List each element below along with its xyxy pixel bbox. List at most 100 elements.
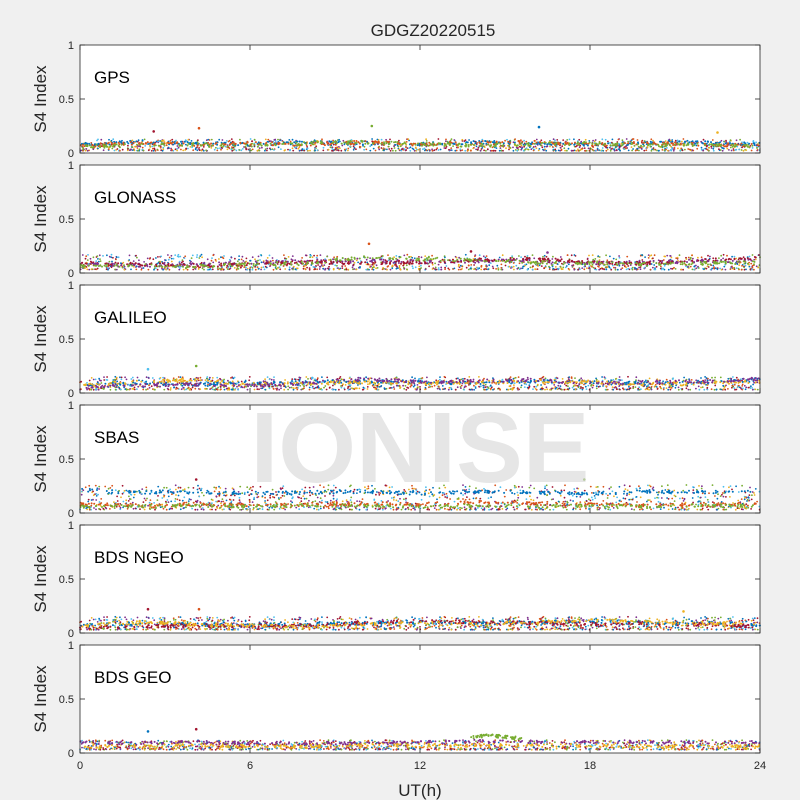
series-point-2	[426, 257, 428, 260]
scatter-point	[172, 257, 175, 260]
series-point-2	[673, 143, 676, 146]
series-point-1	[161, 262, 164, 265]
scatter-point	[431, 149, 434, 152]
series-point-2	[590, 261, 593, 264]
series-point-1	[550, 141, 553, 144]
scatter-point	[566, 388, 569, 391]
scatter-point	[710, 388, 713, 391]
scatter-point	[686, 139, 689, 142]
scatter-point	[211, 257, 213, 259]
scatter-point	[636, 268, 639, 271]
series-point-2	[252, 264, 255, 267]
scatter-point	[522, 265, 524, 268]
series-point-2	[584, 262, 587, 265]
scatter-point	[530, 148, 533, 151]
scatter-point	[88, 379, 91, 382]
series-point-1	[182, 263, 185, 265]
scatter-point	[86, 259, 89, 261]
series-point-2	[649, 143, 652, 146]
scatter-point	[179, 255, 182, 258]
scatter-point	[315, 145, 318, 148]
scatter-point	[154, 149, 157, 152]
scatter-point	[426, 376, 428, 379]
scatter-point	[322, 265, 324, 267]
scatter-point	[294, 268, 297, 271]
scatter-point	[524, 264, 526, 267]
series-point-2	[230, 265, 233, 268]
scatter-point	[271, 148, 274, 151]
scatter-point	[753, 381, 755, 384]
series-point-0	[688, 258, 690, 261]
scatter-point	[328, 265, 330, 268]
scatter-point	[130, 268, 132, 271]
scatter-point	[567, 385, 569, 388]
scatter-point	[679, 149, 682, 152]
scatter-point	[428, 149, 431, 152]
scatter-point	[177, 146, 180, 149]
scatter-point	[425, 138, 427, 141]
scatter-point	[521, 267, 524, 270]
series-point-2	[279, 263, 282, 266]
scatter-point	[564, 149, 566, 152]
series-point-2	[598, 262, 601, 265]
series-point-2	[685, 264, 688, 267]
scatter-point	[683, 376, 685, 379]
scatter-point	[174, 148, 177, 151]
series-point-2	[584, 141, 587, 144]
series-point-2	[161, 265, 164, 268]
series-point-1	[443, 261, 446, 264]
series-point-2	[186, 264, 188, 267]
scatter-point	[662, 380, 664, 383]
scatter-point	[302, 265, 305, 268]
series-point-2	[427, 256, 430, 259]
series-point-2	[724, 262, 727, 265]
scatter-point	[606, 259, 609, 262]
scatter-point	[736, 263, 739, 265]
series-point-2	[466, 257, 469, 260]
scatter-point	[141, 146, 144, 149]
scatter-point	[306, 146, 308, 148]
series-point-2	[157, 144, 160, 147]
scatter-point	[260, 261, 263, 264]
series-point-2	[600, 262, 603, 265]
scatter-point	[661, 149, 664, 151]
scatter-point	[616, 268, 619, 271]
series-point-2	[181, 144, 183, 147]
scatter-point	[692, 257, 694, 260]
scatter-point	[623, 264, 626, 267]
scatter-point	[680, 268, 683, 271]
scatter-point	[700, 377, 702, 379]
scatter-point	[467, 268, 470, 271]
scatter-point	[520, 148, 523, 151]
series-point-2	[748, 146, 751, 149]
scatter-point	[535, 147, 538, 150]
scatter-point	[459, 148, 462, 151]
scatter-point	[755, 144, 758, 147]
scatter-point	[614, 267, 617, 269]
scatter-point	[339, 267, 342, 270]
series-point-2	[153, 144, 156, 147]
scatter-point	[703, 268, 705, 270]
scatter-point	[290, 258, 293, 261]
scatter-point	[120, 262, 122, 265]
scatter-point	[97, 258, 99, 260]
series-point-2	[743, 262, 746, 265]
series-point-2	[448, 144, 451, 147]
series-point-1	[522, 258, 524, 261]
scatter-point	[735, 376, 738, 379]
series-point-2	[302, 262, 304, 265]
scatter-point	[336, 264, 338, 267]
scatter-point	[709, 255, 711, 258]
scatter-point	[700, 146, 703, 149]
series-point-2	[383, 143, 386, 146]
series-point-2	[432, 257, 435, 260]
scatter-point	[664, 140, 667, 143]
scatter-point	[109, 388, 112, 391]
scatter-point	[363, 148, 365, 151]
scatter-point	[283, 254, 285, 256]
series-point-1	[554, 257, 557, 260]
scatter-point	[666, 147, 668, 149]
series-point-0	[694, 140, 697, 143]
scatter-point	[639, 268, 642, 271]
series-point-1	[411, 260, 414, 263]
